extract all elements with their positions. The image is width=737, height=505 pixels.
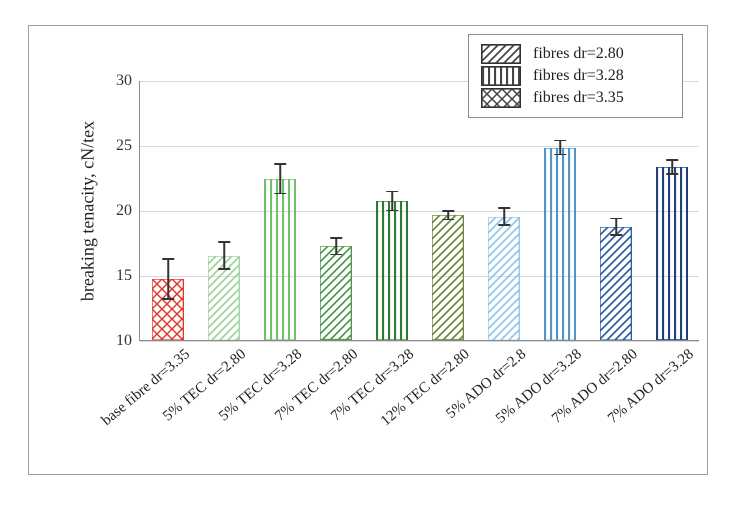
y-tick-label: 25: [116, 137, 132, 155]
bar: [600, 227, 631, 340]
bar: [656, 167, 687, 340]
bar-slot: 12% TEC dr=2.80: [420, 80, 476, 340]
bar-slot: 5% ADO dr=2.8: [476, 80, 532, 340]
bar-slot: 7% ADO dr=3.28: [644, 80, 700, 340]
bar: [544, 148, 575, 340]
bar-slot: 5% TEC dr=2.80: [196, 80, 252, 340]
legend-swatch: [481, 66, 521, 86]
legend-swatch: [481, 44, 521, 64]
legend-label: fibres dr=3.35: [533, 89, 624, 107]
legend-label: fibres dr=2.80: [533, 45, 624, 63]
bar: [320, 246, 351, 340]
legend-label: fibres dr=3.28: [533, 67, 624, 85]
bar-slot: base fibre dr=3.35: [140, 80, 196, 340]
y-tick-label: 15: [116, 267, 132, 285]
legend-item: fibres dr=2.80: [481, 44, 670, 64]
legend-swatch: [481, 88, 521, 108]
y-tick-label: 30: [116, 72, 132, 90]
bar-slot: 7% TEC dr=3.28: [364, 80, 420, 340]
plot-area: breaking tenacity, cN/tex 1015202530 bas…: [139, 81, 699, 341]
bar: [376, 201, 407, 340]
y-axis-label: breaking tenacity, cN/tex: [78, 121, 99, 301]
bar-slot: 5% TEC dr=3.28: [252, 80, 308, 340]
bar-slot: 5% ADO dr=3.28: [532, 80, 588, 340]
bar: [264, 179, 295, 340]
y-tick-label: 20: [116, 202, 132, 220]
bar: [152, 279, 183, 340]
bar-slot: 7% TEC dr=2.80: [308, 80, 364, 340]
bar: [208, 256, 239, 341]
chart-panel: breaking tenacity, cN/tex 10 15 20 25 30 bas…: [28, 25, 708, 475]
legend-item: fibres dr=3.28: [481, 66, 670, 86]
bar-slot: 7% ADO dr=2.80: [588, 80, 644, 340]
gridline: [140, 341, 699, 342]
bar: [432, 215, 463, 340]
legend-item: fibres dr=3.35: [481, 88, 670, 108]
bar: [488, 217, 519, 341]
legend: fibres dr=2.80 fibres dr=3.28 fibres dr=…: [468, 34, 683, 118]
y-tick-label: 10: [116, 332, 132, 350]
